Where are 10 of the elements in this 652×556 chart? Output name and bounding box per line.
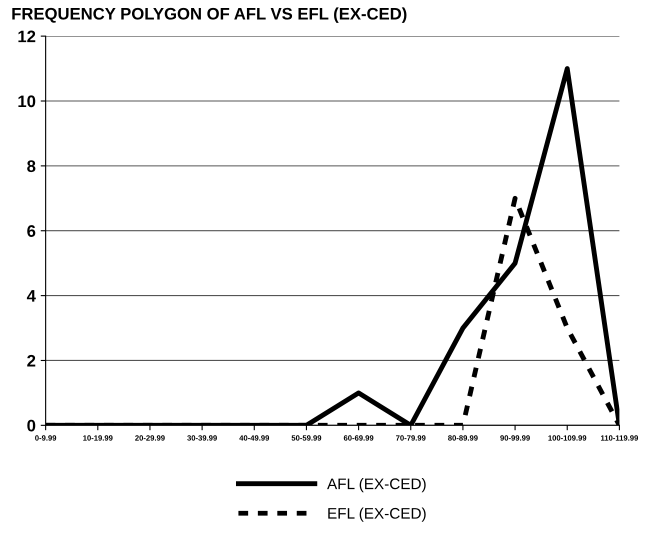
y-tick-label: 2 [27,354,36,367]
y-tick-label: 6 [27,225,36,237]
y-tick-label: 8 [27,160,36,172]
y-tick-label: 10 [18,95,36,108]
y-tick-label: 0 [27,420,36,432]
y-tick-label: 12 [18,30,36,42]
y-tick-label: 4 [26,290,36,302]
legend-label: AFL (EX-CED) [327,478,426,492]
legend-label: EFL (EX-CED) [328,508,426,522]
chart-title: FREQUENCY POLYGON OF AFL VS EFL (EX-CED) [12,7,406,23]
